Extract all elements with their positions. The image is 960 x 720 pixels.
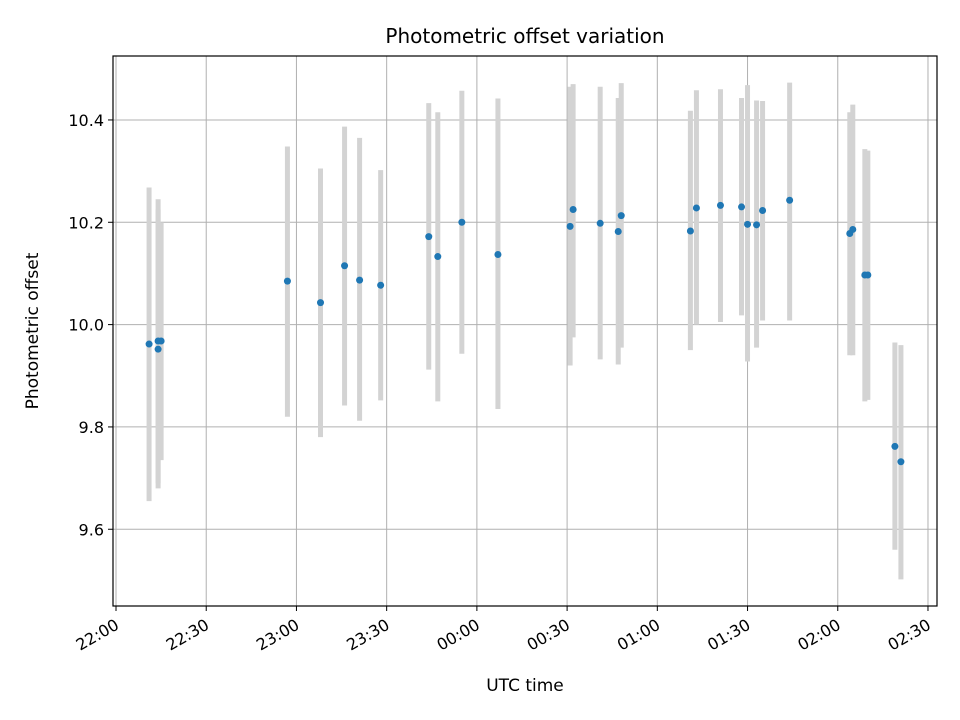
- plot-frame: [112, 55, 938, 607]
- data-point: [341, 262, 349, 270]
- data-point: [692, 204, 700, 212]
- data-point: [686, 227, 694, 235]
- data-point: [897, 458, 905, 466]
- data-point: [494, 251, 502, 259]
- data-point: [891, 442, 899, 450]
- data-point: [145, 340, 153, 348]
- data-point: [716, 201, 724, 209]
- data-point: [738, 203, 746, 211]
- data-point: [317, 299, 325, 307]
- data-point: [425, 233, 433, 241]
- data-point: [283, 277, 291, 285]
- data-point: [157, 337, 165, 345]
- y-axis-ticks: 9.6 9.8 10.0 10.2 10.4: [68, 111, 113, 539]
- data-point: [614, 227, 622, 235]
- chart-title: Photometric offset variation: [385, 24, 664, 48]
- data-point: [596, 219, 604, 227]
- data-point: [154, 345, 162, 353]
- data-point: [849, 225, 857, 233]
- data-point: [569, 205, 577, 213]
- data-point: [759, 207, 767, 215]
- data-point: [377, 281, 385, 289]
- y-axis-label: Photometric offset: [23, 252, 43, 409]
- data-point: [753, 221, 761, 229]
- data-point: [434, 253, 442, 261]
- y-tick-label: 10.0: [68, 316, 104, 335]
- data-point: [864, 271, 872, 279]
- data-point: [786, 196, 794, 204]
- x-axis-label: UTC time: [486, 676, 564, 696]
- data-points: [145, 196, 905, 466]
- y-tick-label: 9.8: [79, 418, 104, 437]
- y-tick-label: 9.6: [79, 520, 104, 539]
- grid: [113, 56, 937, 606]
- data-point: [566, 222, 574, 230]
- data-point: [356, 276, 364, 284]
- data-point: [617, 212, 625, 220]
- data-point: [744, 220, 752, 228]
- y-tick-label: 10.2: [68, 213, 104, 232]
- y-tick-label: 10.4: [68, 111, 104, 130]
- data-point: [458, 218, 466, 226]
